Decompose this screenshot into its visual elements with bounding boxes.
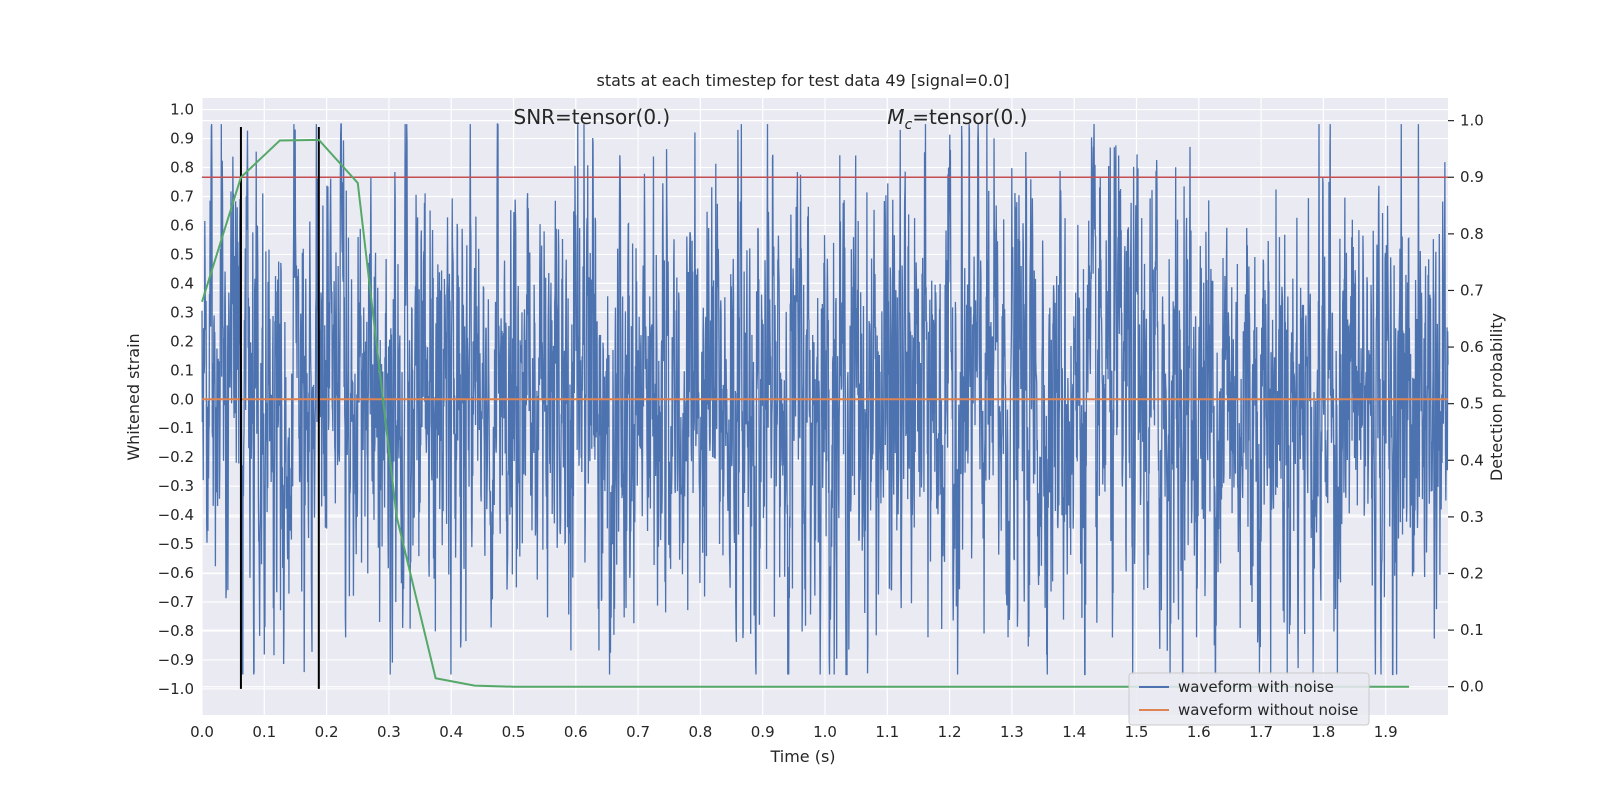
y-left-tick-label: −1.0 [158,680,194,698]
mc-value: =tensor(0.) [912,105,1027,129]
x-axis-label: Time (s) [769,747,835,766]
x-tick-label: 1.7 [1249,723,1273,741]
y-right-tick-label: 1.0 [1460,112,1484,130]
y-left-tick-label: −0.2 [158,448,194,466]
x-tick-label: 0.5 [502,723,526,741]
y-left-tick-label: 0.8 [170,159,194,177]
x-tick-label: 1.0 [813,723,837,741]
series-layer [201,123,1449,689]
y-right-tick-label: 0.6 [1460,338,1484,356]
mc-subscript: c [905,117,913,133]
x-tick-label: 0.9 [751,723,775,741]
y-left-tick-label: −0.5 [158,535,194,553]
y-right-tick-label: 0.3 [1460,508,1484,526]
y-left-tick-label: 0.5 [170,245,194,263]
y-left-tick-label: −0.6 [158,564,194,582]
y-right-tick-label: 0.7 [1460,281,1484,299]
y-left-tick-label: 0.9 [170,130,194,148]
x-tick-label: 1.5 [1125,723,1149,741]
y-axis-left-label: Whitened strain [124,333,143,460]
y-left-tick-label: 0.3 [170,303,194,321]
y-left-tick-label: 0.6 [170,216,194,234]
y-left-tick-label: 0.7 [170,187,194,205]
x-tick-label: 0.4 [439,723,463,741]
y-right-tick-label: 0.1 [1460,621,1484,639]
mc-annotation: Mc=tensor(0.) [887,105,1027,133]
x-tick-label: 1.9 [1374,723,1398,741]
y-left-tick-label: 0.4 [170,274,194,292]
ticks-layer: 0.0 0.1 0.2 0.3 0.4 0.5 0.6 0.7 0.8 0.9 1.0 1.1 1.2 1… [158,101,1484,741]
x-tick-label: 1.6 [1187,723,1211,741]
noisy-waveform-line [201,123,1449,676]
y-left-tick-label: 0.0 [170,390,194,408]
y-left-tick-label: −0.3 [158,477,194,495]
y-right-tick-label: 0.5 [1460,395,1484,413]
y-left-tick-label: 0.1 [170,361,194,379]
x-tick-label: 0.6 [564,723,588,741]
legend-label-noise: waveform with noise [1178,678,1334,696]
x-tick-label: 0.2 [315,723,339,741]
x-tick-label: 1.1 [875,723,899,741]
x-tick-label: 1.3 [1000,723,1024,741]
y-right-tick-label: 0.2 [1460,564,1484,582]
legend: waveform with noise waveform without noi… [1128,672,1370,726]
y-left-tick-label: 0.2 [170,332,194,350]
y-right-tick-label: 0.8 [1460,225,1484,243]
x-tick-label: 1.4 [1062,723,1086,741]
x-tick-label: 1.2 [938,723,962,741]
y-left-tick-label: 1.0 [170,101,194,119]
x-tick-label: 0.1 [252,723,276,741]
y-right-tick-label: 0.4 [1460,451,1484,469]
y-left-tick-label: −0.9 [158,651,194,669]
y-axis-right-label: Detection probability [1487,313,1506,481]
y-right-tick-label: 0.9 [1460,168,1484,186]
y-left-tick-label: −0.4 [158,506,194,524]
x-tick-label: 0.8 [688,723,712,741]
x-tick-label: 0.3 [377,723,401,741]
x-tick-label: 1.8 [1311,723,1335,741]
y-left-tick-label: −0.8 [158,622,194,640]
x-tick-label: 0.7 [626,723,650,741]
chart-title: stats at each timestep for test data 49 … [597,71,1010,90]
mc-symbol: M [887,105,904,129]
x-tick-label: 0.0 [190,723,214,741]
y-right-tick-label: 0.0 [1460,678,1484,696]
y-left-tick-label: −0.1 [158,419,194,437]
legend-box [1128,672,1370,726]
snr-annotation: SNR=tensor(0.) [514,105,671,129]
legend-label-clean: waveform without noise [1178,701,1358,719]
y-left-tick-label: −0.7 [158,593,194,611]
